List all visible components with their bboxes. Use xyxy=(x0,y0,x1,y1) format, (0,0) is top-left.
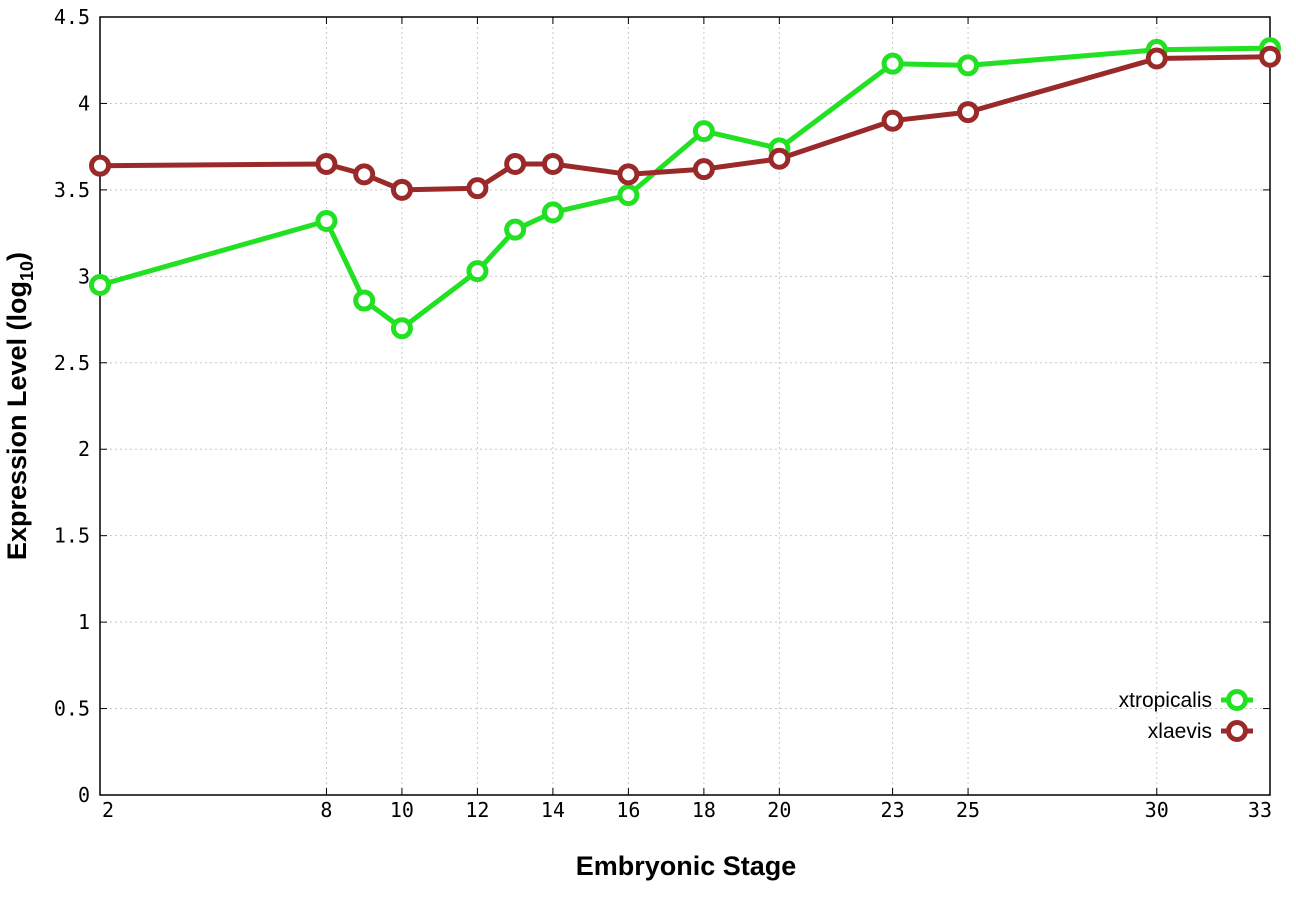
data-point-xlaevis xyxy=(353,163,376,186)
x-tick-label: 8 xyxy=(320,798,332,822)
series-line-xtropicalis xyxy=(99,45,1271,331)
data-point-xlaevis xyxy=(957,101,980,124)
legend-swatch-marker xyxy=(1226,720,1248,742)
data-point-xtropicalis xyxy=(390,317,413,340)
y-tick-label: 2.5 xyxy=(54,351,90,375)
grid-lines xyxy=(100,17,1270,795)
y-tick-label: 1.5 xyxy=(54,524,90,548)
series-layer xyxy=(89,37,1281,340)
data-point-xlaevis xyxy=(315,152,338,175)
y-tick-label: 0.5 xyxy=(54,697,90,721)
x-tick-label: 12 xyxy=(465,798,489,822)
data-point-xlaevis xyxy=(504,152,527,175)
x-tick-label: 20 xyxy=(767,798,791,822)
data-point-xtropicalis xyxy=(541,201,564,224)
tick-marks xyxy=(99,16,1271,796)
x-tick-label: 18 xyxy=(692,798,716,822)
legend-label: xlaevis xyxy=(1148,720,1212,743)
x-tick-labels: 2 8 10 12 14 16 18 20 23 25 30 33 xyxy=(102,798,1272,822)
data-point-xlaevis xyxy=(466,177,489,200)
y-tick-label: 3.5 xyxy=(54,178,90,202)
data-point-xlaevis xyxy=(692,158,715,181)
data-point-xlaevis xyxy=(89,154,111,177)
data-point-xlaevis xyxy=(1145,47,1168,70)
y-tick-label: 2 xyxy=(78,437,90,461)
data-point-xtropicalis xyxy=(504,218,527,241)
x-tick-label: 2 xyxy=(102,798,114,822)
y-tick-label: 3 xyxy=(78,264,90,288)
y-axis-title-main: Expression Level (log xyxy=(2,281,32,560)
data-point-xlaevis xyxy=(390,178,413,201)
legend: xtropicalis xlaevis xyxy=(1119,689,1253,743)
data-point-xtropicalis xyxy=(617,184,640,207)
x-tick-label: 25 xyxy=(956,798,980,822)
series-line-xlaevis xyxy=(99,54,1271,193)
data-point-xtropicalis xyxy=(353,289,376,312)
legend-label: xtropicalis xyxy=(1119,689,1212,712)
y-tick-label: 4.5 xyxy=(54,5,90,29)
data-point-xlaevis xyxy=(617,163,640,186)
data-point-xtropicalis xyxy=(89,273,111,296)
x-axis-title: Embryonic Stage xyxy=(576,851,797,881)
data-point-xtropicalis xyxy=(957,54,980,77)
y-axis-title-group: Expression Level (log10) xyxy=(2,252,37,560)
data-point-xtropicalis xyxy=(881,52,904,75)
y-axis-title: Expression Level (log10) xyxy=(2,252,37,560)
data-point-xtropicalis xyxy=(315,210,338,233)
x-tick-label: 14 xyxy=(541,798,565,822)
data-point-xlaevis xyxy=(881,109,904,132)
data-point-xtropicalis xyxy=(692,120,715,143)
y-axis-title-close: ) xyxy=(2,252,32,261)
legend-swatch-marker xyxy=(1226,689,1248,711)
y-tick-label: 0 xyxy=(78,783,90,807)
plot-frame xyxy=(99,16,1271,796)
data-point-xlaevis xyxy=(768,147,791,170)
x-tick-label: 10 xyxy=(390,798,414,822)
x-tick-label: 16 xyxy=(616,798,640,822)
data-point-xlaevis xyxy=(541,152,564,175)
y-tick-label: 4 xyxy=(78,91,90,115)
y-axis-title-subscript: 10 xyxy=(17,261,37,281)
y-tick-labels: 0 0.5 1 1.5 2 2.5 3 3.5 4 4.5 xyxy=(54,5,90,807)
x-tick-label: 33 xyxy=(1248,798,1272,822)
x-tick-label: 23 xyxy=(881,798,905,822)
y-tick-label: 1 xyxy=(78,610,90,634)
x-tick-label: 30 xyxy=(1145,798,1169,822)
data-point-xtropicalis xyxy=(466,260,489,283)
data-point-xlaevis xyxy=(1259,45,1281,68)
